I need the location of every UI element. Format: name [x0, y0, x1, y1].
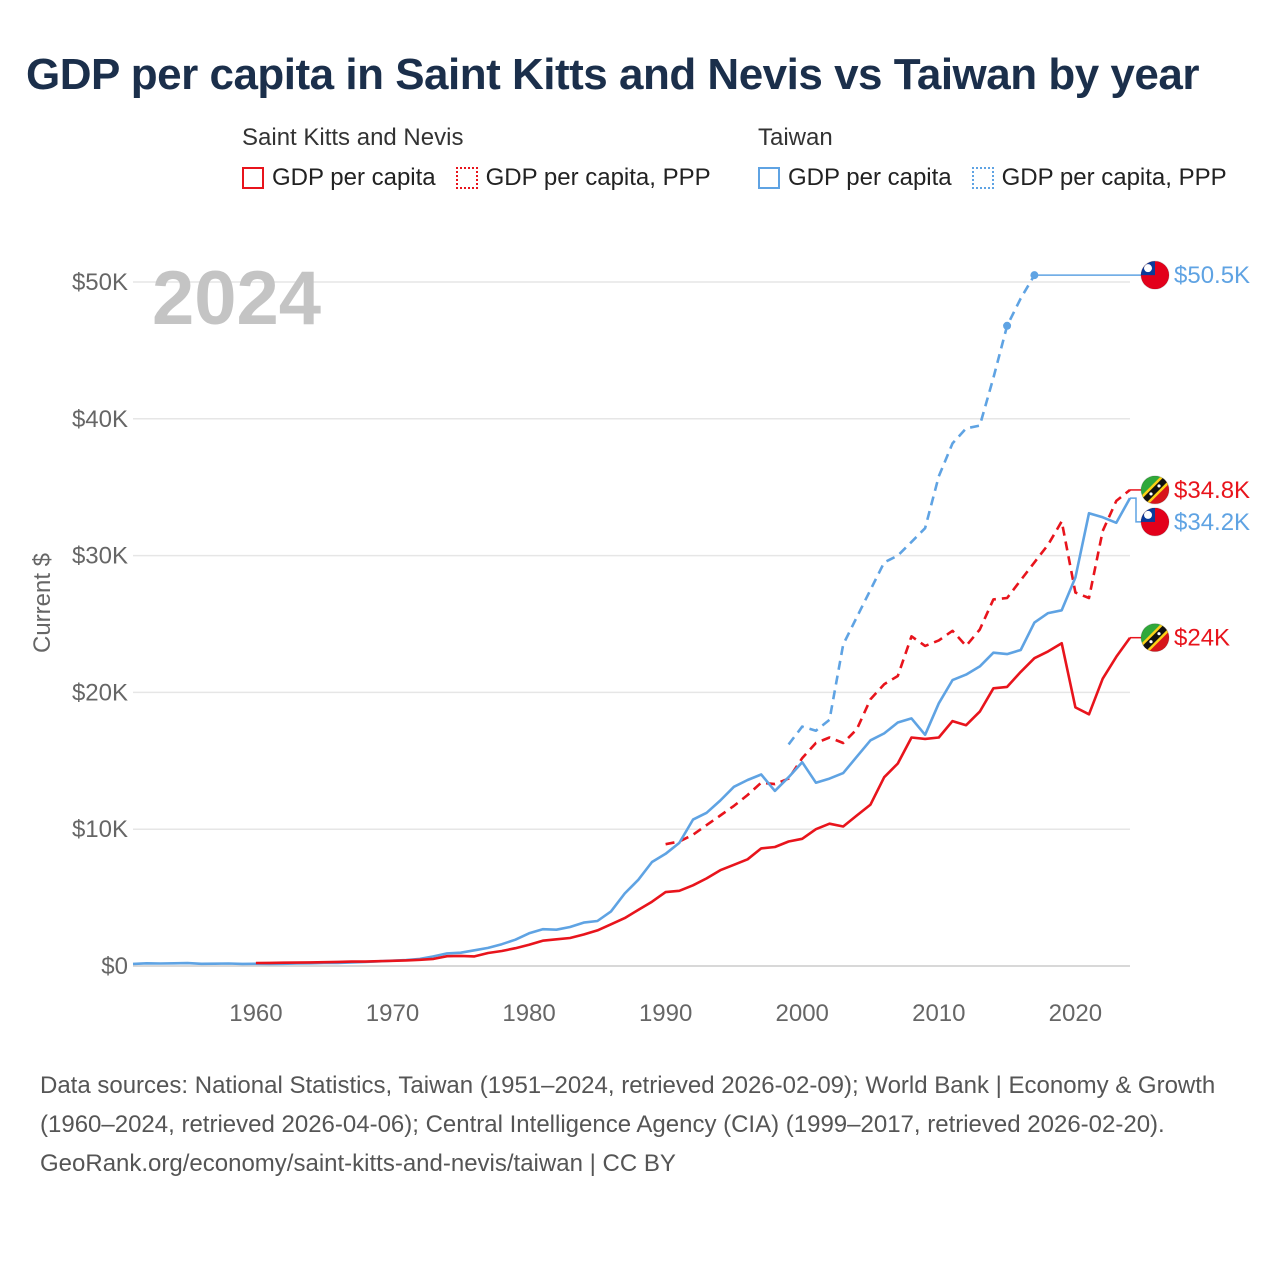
x-tick-label: 1990: [639, 1000, 692, 1027]
legend-item-kitts-gdp-ppp[interactable]: GDP per capita, PPP: [455, 164, 711, 192]
legend-item-label: GDP per capita, PPP: [485, 164, 711, 191]
legend-item-taiwan-gdp-ppp[interactable]: GDP per capita, PPP: [971, 164, 1227, 192]
taiwan-flag-icon: [1140, 507, 1170, 537]
legend-group-taiwan: Taiwan GDP per capita GDP per capita, PP…: [758, 124, 1247, 192]
end-value-label: $34.8K: [1174, 477, 1250, 504]
legend-item-taiwan-gdp[interactable]: GDP per capita: [758, 164, 952, 192]
end-value-label: $50.5K: [1174, 262, 1250, 289]
y-tick-label: $10K: [72, 816, 128, 843]
line-chart: $0 $10K $20K $30K $40K $50K 1960 1970 1980 1990 20…: [29, 256, 1250, 1027]
x-tick-label: 1960: [229, 1000, 282, 1027]
saint-kitts-flag-icon: [1140, 623, 1170, 653]
legend-swatch-dotted: [971, 167, 994, 189]
source-url[interactable]: GeoRank.org/economy/saint-kitts-and-nevi…: [40, 1150, 676, 1177]
legend-swatch-solid: [242, 167, 264, 189]
end-value-label: $34.2K: [1174, 509, 1250, 536]
data-sources: Data sources: National Statistics, Taiwa…: [40, 1072, 1216, 1138]
series-line[interactable]: [787, 274, 1036, 746]
chart-title: GDP per capita in Saint Kitts and Nevis …: [26, 50, 1199, 99]
legend-item-label: GDP per capita: [272, 164, 436, 191]
data-point[interactable]: [1003, 321, 1012, 330]
year-watermark: 2024: [152, 256, 321, 341]
y-axis-title: Current $: [29, 553, 56, 653]
legend-item-label: GDP per capita, PPP: [1001, 164, 1227, 191]
y-tick-label: $40K: [72, 406, 128, 433]
legend-swatch-solid: [758, 167, 780, 189]
series-line[interactable]: [255, 636, 1132, 965]
legend-group-saint-kitts: Saint Kitts and Nevis GDP per capita GDP…: [242, 124, 731, 192]
series-line[interactable]: [132, 497, 1132, 966]
x-tick-label: 2020: [1049, 1000, 1102, 1027]
x-tick-label: 2010: [912, 1000, 965, 1027]
end-value-label: $24K: [1174, 625, 1230, 652]
y-tick-label: $30K: [72, 543, 128, 570]
x-tick-label: 1980: [502, 1000, 555, 1027]
series-line[interactable]: [665, 488, 1131, 846]
x-tick-label: 2000: [776, 1000, 829, 1027]
y-tick-label: $50K: [72, 269, 128, 296]
taiwan-flag-icon: [1140, 260, 1170, 290]
end-connector: [1130, 497, 1141, 523]
y-tick-label: $20K: [72, 679, 128, 706]
legend-swatch-dotted: [455, 167, 478, 189]
legend-group-title: Saint Kitts and Nevis: [242, 124, 464, 151]
legend-item-label: GDP per capita: [788, 164, 952, 191]
legend-item-kitts-gdp[interactable]: GDP per capita: [242, 164, 436, 192]
y-tick-label: $0: [101, 953, 128, 980]
x-tick-label: 1970: [366, 1000, 419, 1027]
footer: Data sources: National Statistics, Taiwa…: [40, 1066, 1240, 1183]
saint-kitts-flag-icon: [1140, 475, 1170, 505]
legend-group-title: Taiwan: [758, 124, 833, 151]
